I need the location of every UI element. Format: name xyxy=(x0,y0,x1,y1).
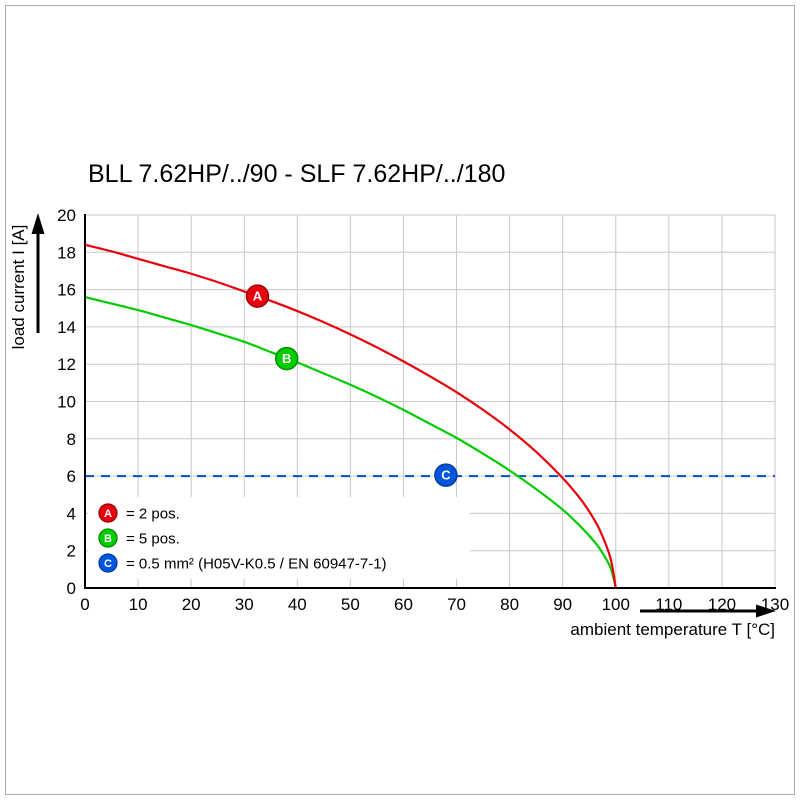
svg-text:10: 10 xyxy=(57,393,76,412)
svg-text:10: 10 xyxy=(129,595,148,614)
marker-A: A xyxy=(245,284,270,308)
svg-text:50: 50 xyxy=(341,595,360,614)
svg-text:C: C xyxy=(104,558,112,570)
legend-text-C: = 0.5 mm² (H05V-K0.5 / EN 60947-7-1) xyxy=(126,556,387,573)
svg-text:100: 100 xyxy=(602,595,630,614)
svg-text:C: C xyxy=(441,468,451,483)
svg-text:90: 90 xyxy=(553,595,572,614)
x-axis-arrow xyxy=(640,604,776,618)
legend-item-B: B = 5 pos. xyxy=(98,528,180,548)
legend-background xyxy=(88,497,470,579)
legend: A = 2 pos. B = 5 pos. C = 0.5 mm² (H05V-K0.5 … xyxy=(98,503,387,573)
series-B-curve xyxy=(84,295,617,589)
x-tick-labels: 0 10 20 30 40 50 60 70 80 90 100 110 120 130 xyxy=(80,595,789,614)
svg-text:40: 40 xyxy=(288,595,307,614)
svg-text:120: 120 xyxy=(708,595,736,614)
chart-title: BLL 7.62HP/../90 - SLF 7.62HP/../180 xyxy=(88,160,506,188)
svg-text:A: A xyxy=(253,289,263,304)
svg-text:30: 30 xyxy=(235,595,254,614)
y-axis-arrow xyxy=(31,213,45,333)
series-A-curve xyxy=(84,243,617,589)
svg-text:16: 16 xyxy=(57,281,76,300)
svg-text:0: 0 xyxy=(80,595,89,614)
svg-text:70: 70 xyxy=(447,595,466,614)
svg-text:20: 20 xyxy=(182,595,201,614)
marker-B: B xyxy=(274,346,299,371)
svg-text:B: B xyxy=(104,533,112,545)
legend-text-B: = 5 pos. xyxy=(126,531,180,548)
legend-marker-C-icon xyxy=(98,553,118,573)
svg-text:12: 12 xyxy=(57,355,76,374)
svg-text:0: 0 xyxy=(67,579,76,598)
svg-text:20: 20 xyxy=(57,206,76,225)
legend-text-A: = 2 pos. xyxy=(126,506,180,523)
marker-C: C xyxy=(434,463,458,487)
svg-text:80: 80 xyxy=(500,595,519,614)
svg-text:60: 60 xyxy=(394,595,413,614)
svg-text:110: 110 xyxy=(655,595,682,614)
svg-text:6: 6 xyxy=(67,467,76,486)
svg-text:14: 14 xyxy=(57,318,76,337)
legend-marker-A-icon xyxy=(98,503,118,523)
svg-text:2: 2 xyxy=(67,542,76,561)
axes xyxy=(84,214,776,589)
legend-marker-B-icon xyxy=(98,528,118,548)
svg-text:B: B xyxy=(282,351,291,366)
svg-text:4: 4 xyxy=(67,504,76,523)
svg-text:130: 130 xyxy=(761,595,789,614)
svg-text:18: 18 xyxy=(57,243,76,262)
x-axis-label: ambient temperature T [°C] xyxy=(570,620,775,639)
svg-text:8: 8 xyxy=(67,430,76,449)
y-axis-label: load current I [A] xyxy=(9,224,28,350)
y-tick-labels: 0 2 4 6 8 10 12 14 16 18 20 xyxy=(57,206,76,598)
legend-item-A: A = 2 pos. xyxy=(98,503,180,523)
svg-text:A: A xyxy=(104,508,112,520)
legend-item-C: C = 0.5 mm² (H05V-K0.5 / EN 60947-7-1) xyxy=(98,553,387,573)
